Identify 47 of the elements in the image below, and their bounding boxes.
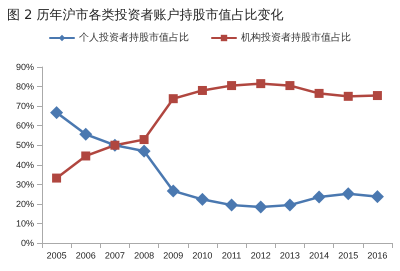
x-tick-label: 2012 bbox=[250, 250, 271, 260]
point bbox=[344, 92, 353, 101]
x-tick-label: 2011 bbox=[222, 250, 242, 260]
point bbox=[196, 192, 209, 206]
x-tick-label: 2010 bbox=[192, 250, 212, 260]
y-tick-label: 60% bbox=[16, 120, 34, 131]
y-tick-label: 70% bbox=[16, 101, 34, 112]
point bbox=[227, 81, 236, 90]
point bbox=[372, 91, 382, 100]
point bbox=[254, 200, 268, 214]
y-tick-label: 0% bbox=[20, 238, 34, 248]
y-tick-label: 80% bbox=[16, 82, 34, 92]
x-tick-label: 2015 bbox=[338, 250, 358, 260]
y-tick-label: 20% bbox=[16, 198, 34, 209]
point bbox=[283, 198, 296, 212]
point bbox=[81, 151, 90, 160]
y-tick-label: 10% bbox=[16, 218, 34, 228]
point bbox=[50, 106, 64, 120]
point bbox=[166, 184, 180, 198]
y-tick-label: 30% bbox=[16, 179, 34, 190]
x-tick-label: 2014 bbox=[309, 250, 330, 260]
x-tick-label: 2007 bbox=[104, 250, 125, 260]
point bbox=[198, 86, 207, 95]
x-tick-label: 2006 bbox=[76, 250, 96, 260]
point bbox=[225, 198, 238, 212]
point bbox=[314, 88, 324, 98]
y-tick-label: 40% bbox=[16, 160, 34, 170]
point bbox=[79, 128, 92, 141]
chart-title: 图 2 历年沪市各类投资者账户持股市值占比变化 bbox=[7, 7, 284, 23]
point bbox=[168, 94, 178, 104]
x-tick-label: 2013 bbox=[280, 250, 300, 260]
legend-label: 机构投资者持股市值占比 bbox=[241, 32, 351, 44]
point bbox=[138, 144, 151, 158]
x-tick-label: 2016 bbox=[367, 250, 388, 260]
point bbox=[342, 187, 355, 200]
point bbox=[52, 174, 62, 183]
y-tick-label: 90% bbox=[16, 62, 34, 72]
legend-label: 个人投资者持股市值占比 bbox=[79, 32, 189, 44]
y-tick-label: 50% bbox=[16, 140, 34, 150]
point bbox=[256, 79, 266, 88]
x-tick-label: 2009 bbox=[163, 250, 184, 260]
x-tick-label: 2008 bbox=[134, 250, 154, 260]
point bbox=[370, 190, 384, 204]
point bbox=[285, 81, 294, 90]
point bbox=[312, 190, 326, 204]
x-tick-label: 2005 bbox=[46, 250, 67, 260]
point bbox=[140, 135, 149, 144]
